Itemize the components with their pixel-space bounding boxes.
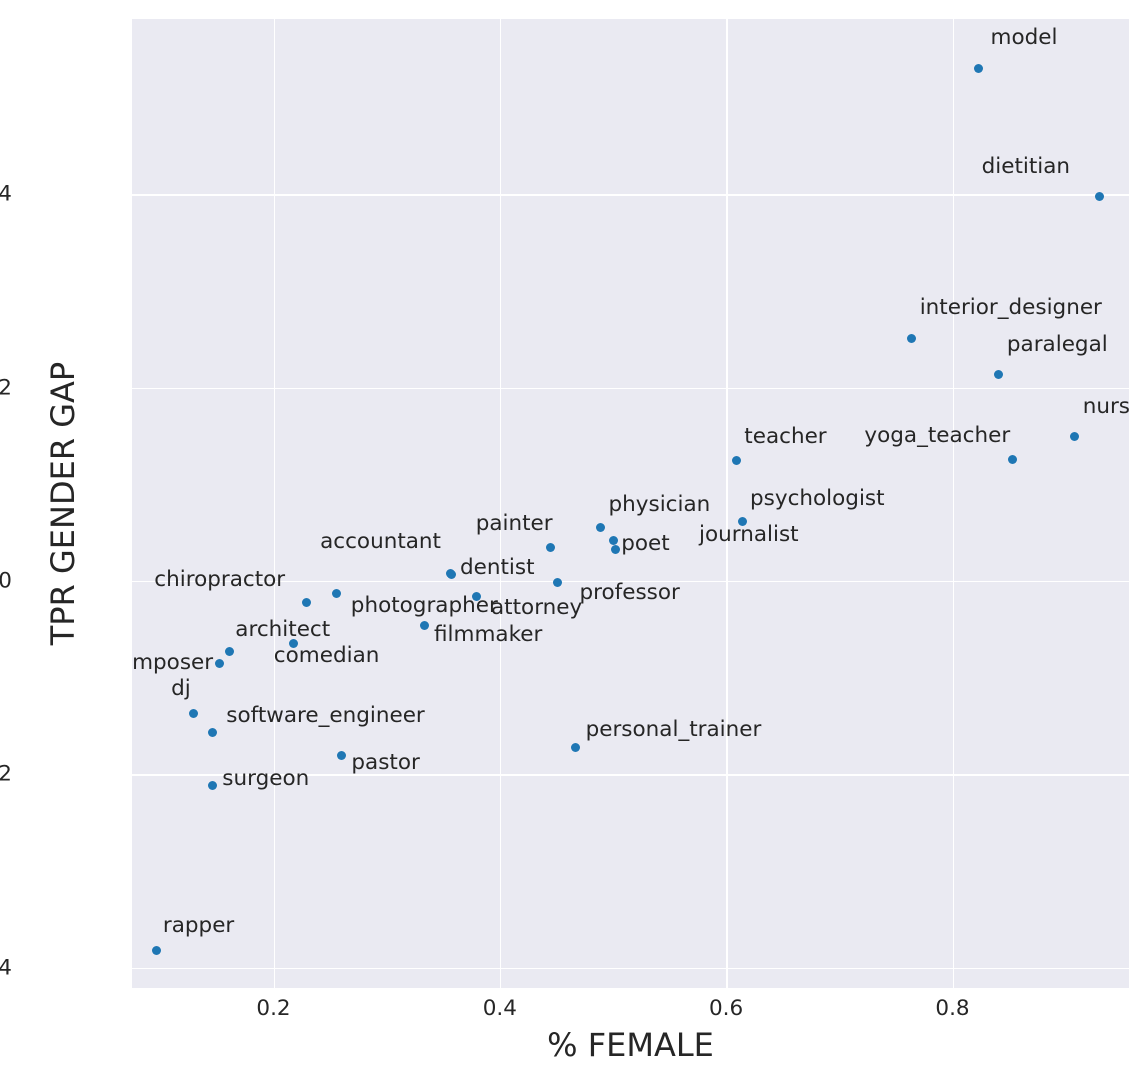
gridline-horizontal	[132, 967, 1129, 970]
data-point-software_engineer[interactable]	[207, 728, 217, 738]
data-point-professor[interactable]	[553, 578, 562, 588]
y-tick-label: 0.2	[0, 375, 12, 400]
data-point-psychologist[interactable]	[737, 517, 747, 527]
y-axis-title: TPR GENDER GAP	[44, 361, 82, 646]
point-label-rapper: rapper	[162, 913, 235, 939]
data-point-filmmaker[interactable]	[419, 620, 429, 630]
gridline-vertical	[499, 19, 502, 988]
x-tick-label: 0.8	[935, 996, 970, 1021]
data-point-yoga_teacher[interactable]	[1007, 454, 1017, 464]
data-point-chiropractor[interactable]	[301, 597, 311, 607]
point-label-surgeon: surgeon	[222, 765, 310, 791]
point-label-dietitian: dietitian	[981, 153, 1071, 179]
data-point-journalist[interactable]	[608, 535, 618, 545]
data-point-nurse[interactable]	[1070, 432, 1080, 442]
gridline-vertical	[952, 19, 955, 988]
point-label-pastor: pastor	[351, 749, 420, 775]
point-label-filmmaker: filmmaker	[434, 622, 543, 648]
gridline-horizontal	[132, 580, 1129, 583]
x-tick-label: 0.4	[482, 996, 517, 1021]
gridline-horizontal	[132, 387, 1129, 390]
point-label-interior_designer: interior_designer	[919, 295, 1102, 321]
point-label-software_engineer: software_engineer	[226, 702, 425, 728]
data-point-architect[interactable]	[224, 647, 234, 656]
y-tick-label: 0.0	[0, 568, 12, 594]
data-point-photographer[interactable]	[332, 588, 342, 598]
point-label-yoga_teacher: yoga_teacher	[864, 423, 1011, 448]
point-label-journalist: journalist	[699, 522, 799, 548]
point-label-paralegal: paralegal	[1006, 331, 1108, 357]
data-point-interior_designer[interactable]	[907, 333, 917, 343]
point-label-chiropractor: chiropractor	[154, 567, 286, 593]
point-label-painter: painter	[475, 511, 553, 536]
data-point-teacher[interactable]	[731, 455, 741, 465]
gridline-vertical	[273, 19, 276, 988]
point-label-physician: physician	[608, 491, 711, 517]
point-label-accountant: accountant	[320, 529, 441, 555]
point-label-personal_trainer: personal_trainer	[585, 717, 762, 743]
plot-area: model dietitian interior_designer paralegal…	[132, 19, 1129, 988]
y-tick-label: 0.4	[0, 181, 12, 207]
data-point-dietitian[interactable]	[1095, 192, 1105, 202]
data-point-model[interactable]	[974, 63, 983, 73]
point-label-teacher: teacher	[744, 424, 827, 449]
point-label-comedian: comedian	[273, 642, 380, 668]
point-label-dentist: dentist	[460, 555, 535, 581]
x-tick-label: 0.6	[708, 996, 744, 1021]
data-point-surgeon[interactable]	[207, 781, 217, 791]
point-label-psychologist: psychologist	[750, 485, 885, 511]
data-point-comedian[interactable]	[289, 639, 299, 649]
x-axis-title: % FEMALE	[547, 1026, 714, 1064]
point-label-composer: composer	[132, 650, 214, 676]
point-label-nurse: nurse	[1082, 393, 1129, 419]
point-label-poet: poet	[621, 530, 670, 556]
data-point-rapper[interactable]	[152, 945, 162, 955]
data-point-painter[interactable]	[546, 542, 556, 552]
y-tick-label: −0.2	[0, 761, 12, 787]
data-point-composer[interactable]	[214, 658, 224, 668]
data-point-personal_trainer[interactable]	[571, 742, 581, 752]
data-point-paralegal[interactable]	[994, 370, 1004, 380]
point-label-dj: dj	[171, 676, 191, 702]
data-point-dentist[interactable]	[445, 568, 455, 578]
data-point-dj[interactable]	[188, 708, 198, 718]
gridline-horizontal	[132, 194, 1129, 196]
point-label-model: model	[990, 25, 1058, 51]
data-point-physician[interactable]	[596, 523, 605, 533]
point-label-architect: architect	[235, 616, 331, 642]
y-tick-label: −0.4	[0, 955, 12, 981]
gridline-horizontal	[132, 774, 1129, 776]
point-label-attorney: attorney	[491, 595, 583, 621]
point-label-photographer: photographer	[350, 593, 498, 619]
x-tick-label: 0.2	[256, 996, 291, 1021]
point-label-professor: professor	[579, 579, 680, 605]
data-point-poet[interactable]	[610, 545, 620, 555]
gridline-vertical	[726, 19, 728, 988]
data-point-attorney[interactable]	[471, 591, 481, 601]
data-point-pastor[interactable]	[336, 751, 346, 761]
